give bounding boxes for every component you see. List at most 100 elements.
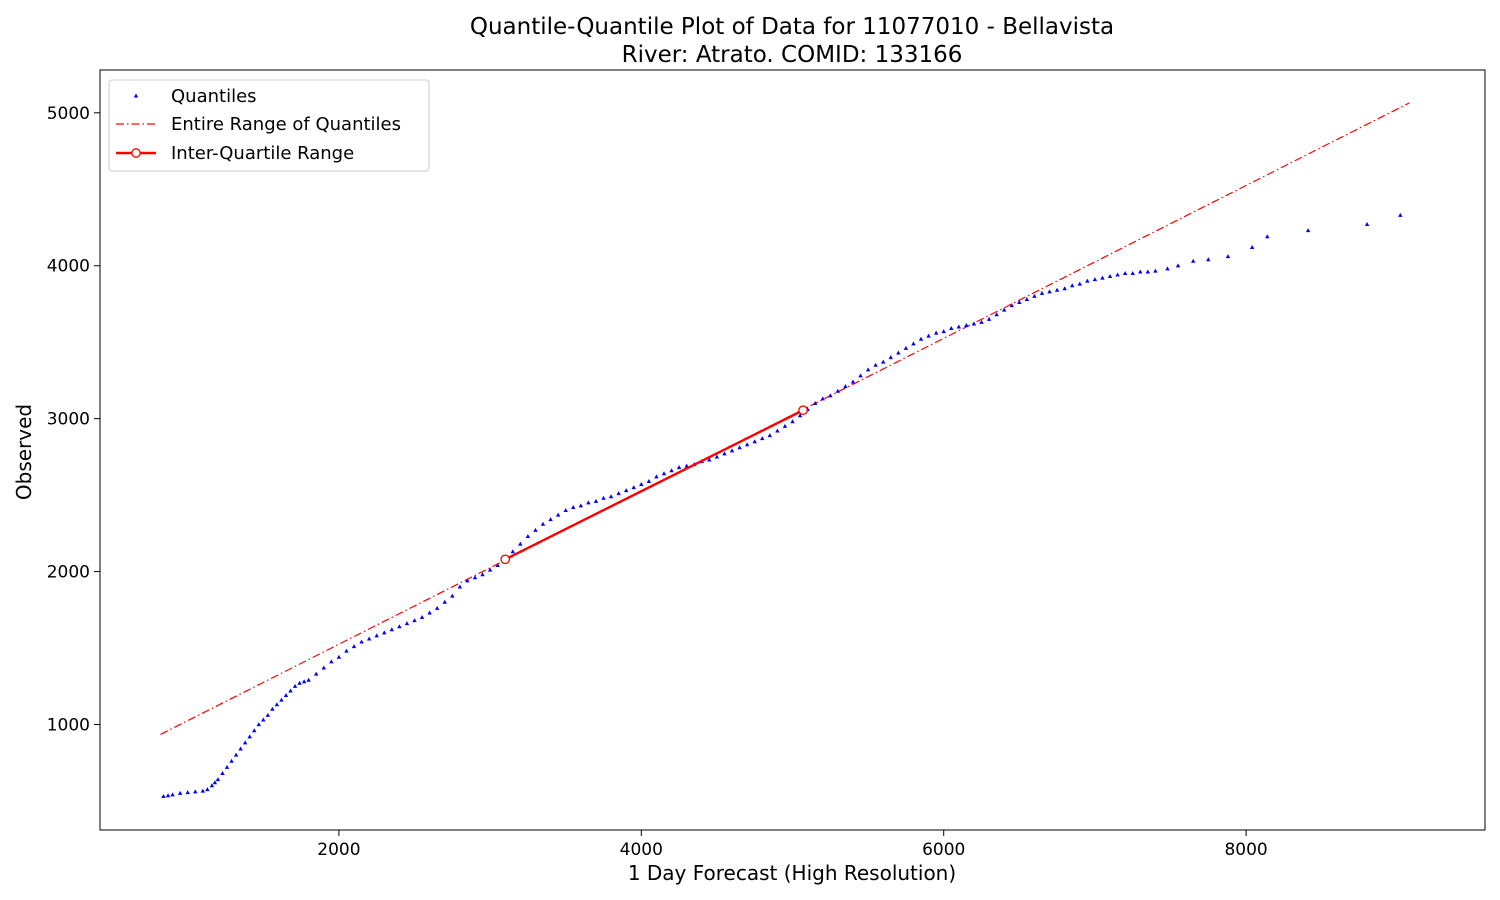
quantile-point xyxy=(215,777,221,782)
quantile-point xyxy=(676,465,682,470)
quantile-point xyxy=(964,322,969,327)
quantile-point xyxy=(351,644,357,649)
quantile-point xyxy=(1062,286,1067,291)
quantile-point xyxy=(608,494,614,499)
x-tick-label: 6000 xyxy=(922,840,965,860)
quantile-point xyxy=(873,362,878,367)
quantile-point xyxy=(881,359,886,364)
quantile-point xyxy=(790,419,795,424)
legend-box xyxy=(108,79,430,172)
quantile-point xyxy=(238,746,243,751)
legend-label-entire-range: Entire Range of Quantiles xyxy=(171,114,401,135)
quantile-point xyxy=(540,521,546,526)
quantile-point xyxy=(321,665,326,670)
quantile-point xyxy=(775,428,780,433)
x-tick-label: 2000 xyxy=(317,840,360,860)
quantile-point xyxy=(979,319,984,324)
quantile-point xyxy=(646,478,652,483)
quantile-point xyxy=(1130,270,1135,275)
quantile-point xyxy=(185,790,190,795)
quantile-point xyxy=(1032,293,1037,298)
quantile-point xyxy=(397,624,402,629)
quantile-point xyxy=(177,790,183,795)
quantile-point xyxy=(1225,254,1231,259)
y-tick-label: 2000 xyxy=(47,563,90,583)
legend-label-quantiles: Quantiles xyxy=(171,86,257,107)
quantile-point xyxy=(918,336,924,341)
quantile-point xyxy=(1122,270,1128,275)
quantile-point xyxy=(933,330,939,335)
quantile-point xyxy=(265,712,271,717)
quantile-point xyxy=(865,367,871,372)
quantile-point xyxy=(1092,277,1098,282)
quantile-point xyxy=(229,758,234,763)
iqr-line xyxy=(504,409,804,561)
quantile-point xyxy=(1115,272,1120,277)
quantile-point xyxy=(949,326,954,331)
quantile-point xyxy=(744,442,750,447)
quantile-point xyxy=(1165,266,1170,271)
quantile-point xyxy=(297,680,302,685)
quantile-point xyxy=(212,780,218,785)
quantile-point xyxy=(283,693,289,698)
quantile-point xyxy=(1047,289,1052,294)
quantile-point xyxy=(442,599,447,604)
quantile-point xyxy=(623,488,629,493)
quantile-point xyxy=(820,396,825,401)
quantile-point xyxy=(261,717,266,722)
quantile-point xyxy=(1249,244,1255,249)
quantile-point xyxy=(903,345,909,350)
iqr-endpoint-marker xyxy=(500,554,511,565)
quantile-point xyxy=(986,316,992,321)
x-axis: 2000 4000 6000 8000 xyxy=(317,830,1268,860)
quantile-point xyxy=(548,517,553,522)
legend: Quantiles Entire Range of Quantiles Inte… xyxy=(108,79,430,172)
quantile-point xyxy=(224,764,230,769)
quantile-point xyxy=(450,593,455,598)
quantile-point xyxy=(654,474,659,479)
quantile-point xyxy=(366,636,372,641)
quantile-point xyxy=(1145,269,1151,274)
quantile-point xyxy=(1100,275,1105,280)
quantile-point xyxy=(1398,212,1403,217)
y-tick-label: 3000 xyxy=(47,410,90,430)
quantile-point xyxy=(472,575,478,580)
plot-marks xyxy=(160,102,1410,798)
quantile-point xyxy=(593,498,599,503)
quantile-point xyxy=(722,451,727,456)
quantile-point xyxy=(760,436,765,441)
quantile-point xyxy=(669,468,674,473)
quantile-point xyxy=(1001,307,1007,312)
quantile-point xyxy=(812,400,818,405)
quantile-point xyxy=(209,783,215,788)
quantile-point xyxy=(292,683,298,688)
quantile-point xyxy=(306,677,311,682)
quantile-point xyxy=(1305,228,1311,233)
quantile-point xyxy=(1364,222,1370,227)
chart-title-line-2: River: Atrato. COMID: 133166 xyxy=(622,42,963,68)
quantile-point xyxy=(1024,296,1030,301)
quantile-point xyxy=(1070,283,1075,288)
quantile-point xyxy=(165,793,171,798)
quantile-point xyxy=(256,722,261,727)
quantile-point xyxy=(1017,300,1022,305)
quantile-point xyxy=(956,324,962,329)
quantile-point xyxy=(252,728,257,733)
quantile-point xyxy=(270,706,275,711)
quantile-point xyxy=(1206,257,1211,262)
quantile-point xyxy=(170,792,175,797)
quantile-point xyxy=(518,541,523,546)
y-axis-label: Observed xyxy=(12,404,36,500)
quantile-point xyxy=(301,679,307,684)
quantile-point xyxy=(563,508,568,513)
quantile-point xyxy=(858,373,863,378)
quantile-point xyxy=(220,771,225,776)
quantile-point xyxy=(971,321,977,326)
quantile-point xyxy=(510,549,515,554)
quantile-point xyxy=(994,312,999,317)
quantile-point xyxy=(533,527,538,532)
quantile-point xyxy=(427,610,432,615)
quantile-point xyxy=(941,329,946,334)
quantile-point xyxy=(487,567,493,572)
